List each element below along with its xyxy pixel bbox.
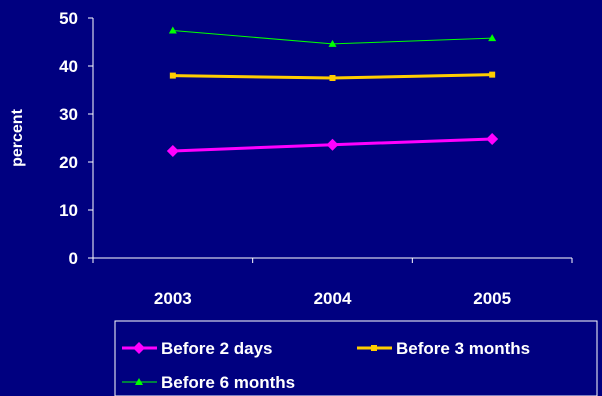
series	[169, 71, 496, 81]
legend-swatch-marker	[133, 342, 145, 354]
legend-label: Before 3 months	[396, 339, 530, 358]
data-point	[169, 72, 176, 79]
y-tick-label: 20	[59, 153, 78, 172]
series-group	[166, 26, 499, 157]
chart-axes	[92, 18, 572, 259]
legend-swatch-marker	[371, 345, 377, 351]
series	[166, 132, 499, 157]
data-point	[166, 144, 179, 157]
data-point	[329, 75, 336, 81]
x-tick-label: 2004	[314, 289, 352, 308]
y-tick-label: 0	[69, 249, 78, 268]
y-ticks: 0 10 20 30 40 50	[59, 9, 93, 268]
y-tick-label: 10	[59, 201, 78, 220]
x-tick-label: 2005	[473, 289, 511, 308]
x-tick-label: 2003	[154, 289, 192, 308]
data-point	[326, 138, 339, 151]
y-axis-label: percent	[9, 108, 26, 166]
data-point	[489, 71, 496, 78]
legend-swatch-marker	[135, 378, 143, 385]
legend-item: Before 6 months	[122, 373, 295, 392]
data-point	[486, 132, 499, 145]
legend: Before 2 days Before 3 months Before 6 mon…	[114, 320, 598, 396]
legend-item: Before 2 days	[122, 339, 273, 358]
data-point	[488, 34, 497, 42]
legend-box	[114, 320, 598, 396]
legend-item: Before 3 months	[357, 339, 530, 358]
data-point	[328, 39, 337, 47]
legend-label: Before 6 months	[161, 373, 295, 392]
y-tick-label: 30	[59, 105, 78, 124]
data-point	[168, 26, 177, 34]
series	[168, 26, 497, 47]
legend-label: Before 2 days	[161, 339, 273, 358]
y-tick-label: 40	[59, 57, 78, 76]
x-ticks: 2003 2004 2005	[92, 258, 573, 308]
y-tick-label: 50	[59, 9, 78, 28]
